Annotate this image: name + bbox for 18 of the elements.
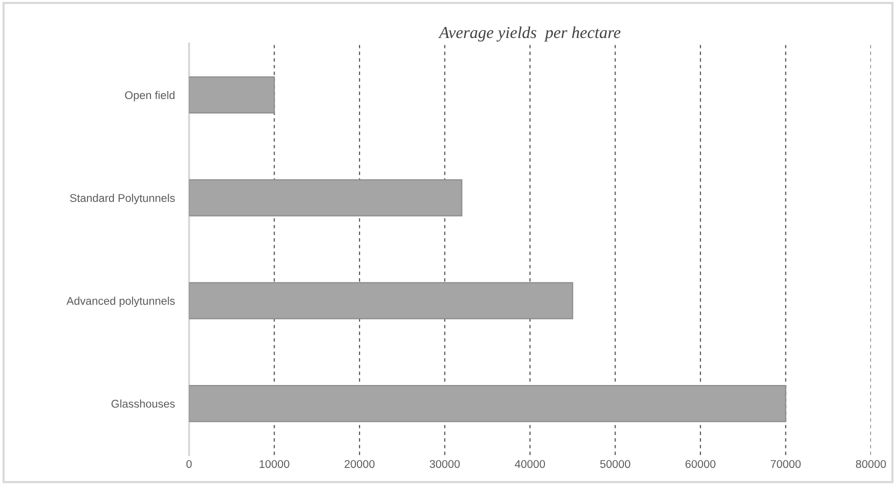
- x-tick-label: 50000: [600, 460, 630, 468]
- bar: [189, 384, 786, 422]
- bar: [189, 179, 462, 216]
- x-tick-label: 80000: [856, 460, 886, 468]
- bar: [189, 282, 574, 320]
- bar: [189, 76, 275, 114]
- x-tick-label: 30000: [430, 460, 460, 468]
- x-tick-label: 40000: [514, 460, 545, 468]
- y-tick-label: Open field: [125, 90, 174, 102]
- y-tick-label: Standard Polytunnels: [70, 194, 175, 204]
- y-tick-label: Glasshouses: [112, 400, 175, 408]
- x-tick-label: 10000: [260, 460, 290, 468]
- y-tick-label: Advanced polytunnels: [66, 296, 175, 308]
- x-tick-label: 70000: [770, 460, 801, 468]
- x-tick-label: 20000: [344, 460, 375, 468]
- x-tick-label: 0: [186, 460, 192, 468]
- chart-title: Average yields per hectare: [438, 26, 620, 42]
- x-tick-label: 60000: [686, 460, 716, 468]
